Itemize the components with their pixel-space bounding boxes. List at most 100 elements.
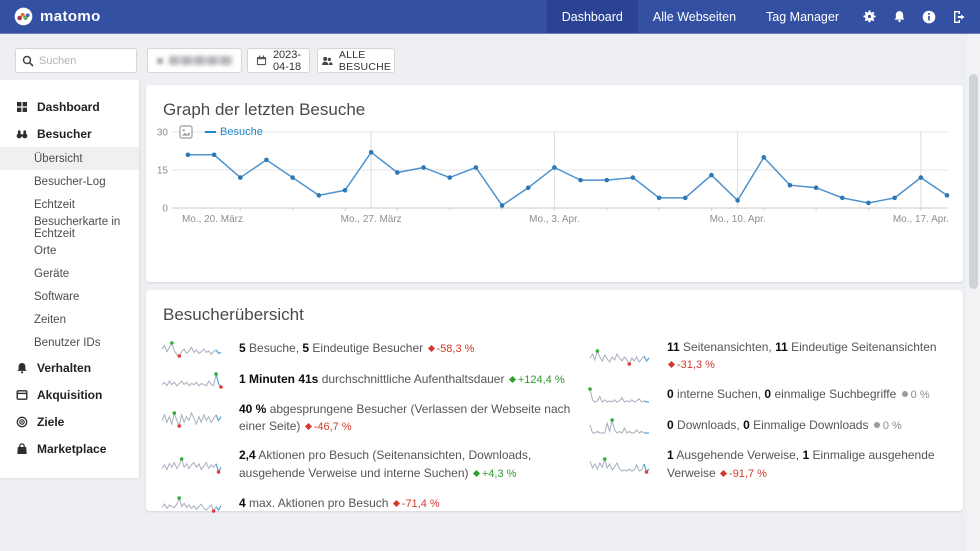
scrollbar-thumb[interactable] <box>969 74 978 289</box>
sidebar-item-verhalten[interactable]: Verhalten <box>0 354 139 381</box>
matomo-logo-icon <box>14 7 33 26</box>
sidebar-item-benutzer-ids[interactable]: Benutzer IDs <box>0 331 139 354</box>
sidebar-item-ziele[interactable]: Ziele <box>0 408 139 435</box>
chart-legend: Besuche <box>179 125 263 139</box>
sidebar-item-label: Ziele <box>37 414 65 429</box>
overview-card-title: Besucherübersicht <box>163 305 304 324</box>
graph-card: Graph der letzten Besuche Besuche 0 15 30 M… <box>146 85 963 282</box>
nav-tab-dashboard[interactable]: Dashboard <box>546 0 638 33</box>
logout-icon[interactable] <box>944 0 974 33</box>
sidebar-item-besucher-log[interactable]: Besucher-Log <box>0 170 139 193</box>
evolution-badge: -58,3 % <box>427 343 474 355</box>
sidebar-item-orte[interactable]: Orte <box>0 239 139 262</box>
brand-name: matomo <box>40 8 101 25</box>
sidebar-item-besucher[interactable]: Besucher <box>0 120 139 147</box>
evolution-badge: +124,4 % <box>508 374 565 386</box>
visits-evolution-chart[interactable]: 0 15 30 Mo., 20. März Mo., 27. März Mo., 3. A… <box>154 124 953 227</box>
info-icon[interactable] <box>914 0 944 33</box>
sidebar-item-label: Orte <box>34 244 57 257</box>
evolution-icon <box>719 469 728 477</box>
overview-left-column: 5 Besuche, 5 Eindeutige Besucher -58,3 %… <box>160 339 578 525</box>
sidebar-item-echtzeit[interactable]: Echtzeit <box>0 193 139 216</box>
overview-metric-row[interactable]: 5 Besuche, 5 Eindeutige Besucher -58,3 % <box>160 339 578 359</box>
overview-metric-row[interactable]: 1 Minuten 41s durchschnittliche Aufentha… <box>160 370 578 390</box>
metric-text: 2,4 Aktionen pro Besuch (Seitenansichten… <box>239 448 532 480</box>
top-navbar: matomo Dashboard Alle Webseiten Tag Mana… <box>0 0 980 34</box>
overview-metric-row[interactable]: 11 Seitenansichten, 11 Eindeutige Seiten… <box>588 339 949 374</box>
sidebar-item-zeiten[interactable]: Zeiten <box>0 308 139 331</box>
sidebar-item-label: Software <box>34 290 80 303</box>
site-selector-button[interactable] <box>147 48 242 73</box>
sidebar-item-dashboard[interactable]: Dashboard <box>0 93 139 120</box>
svg-text:Mo., 17. Apr.: Mo., 17. Apr. <box>893 214 949 225</box>
sparkline <box>161 457 222 474</box>
evolution-icon <box>304 423 312 431</box>
evolution-badge: 0 % <box>872 420 902 432</box>
sparkline <box>588 387 649 404</box>
segment-selector-button[interactable]: ALLE BESUCHE <box>317 48 395 73</box>
evolution-icon <box>901 391 908 398</box>
sidebar-item-software[interactable]: Software <box>0 285 139 308</box>
sidebar-item-label: Verhalten <box>37 360 92 375</box>
sparkline <box>161 341 222 358</box>
legend-series-besuche[interactable]: Besuche <box>205 126 263 138</box>
scrollbar-track[interactable] <box>967 34 980 551</box>
left-sidebar: Dashboard Besucher Übersicht Besucher-Lo… <box>0 80 140 478</box>
nav-tab-label: Alle Webseiten <box>652 9 737 24</box>
sidebar-item-akquisition[interactable]: Akquisition <box>0 381 139 408</box>
sidebar-item-marketplace[interactable]: Marketplace <box>0 435 139 462</box>
sidebar-item-label: Zeiten <box>34 313 66 326</box>
evolution-badge: -71,4 % <box>392 498 440 510</box>
visitors-icon <box>16 128 28 140</box>
sidebar-item-label: Übersicht <box>34 152 83 165</box>
overview-metric-row[interactable]: 40 % abgesprungene Besucher (Verlassen d… <box>160 401 578 436</box>
sidebar-item-besucherkarte[interactable]: Besucherkarte in Echtzeit <box>0 216 139 240</box>
overview-right-column: 11 Seitenansichten, 11 Eindeutige Seiten… <box>588 339 949 525</box>
overview-grid: 5 Besuche, 5 Eindeutige Besucher -58,3 %… <box>146 325 963 525</box>
overview-metric-row[interactable]: 0 interne Suchen, 0 einmalige Suchbegrif… <box>588 385 949 405</box>
alerts-icon[interactable] <box>884 0 914 33</box>
evolution-icon <box>667 361 676 369</box>
metric-text: 0 Downloads, 0 Einmalige Downloads 0 % <box>667 418 902 433</box>
sidebar-item-uebersicht[interactable]: Übersicht <box>0 147 139 170</box>
sparkline <box>589 457 650 474</box>
sparkline <box>161 410 222 428</box>
evolution-badge: +4,3 % <box>472 468 516 480</box>
sidebar-item-label: Besucher-Log <box>34 175 106 188</box>
sidebar-item-label: Akquisition <box>37 387 103 402</box>
search-box <box>15 48 137 73</box>
sparkline <box>161 495 222 513</box>
date-label: 2023-04-18 <box>272 48 302 73</box>
overview-metric-row[interactable]: 1 Ausgehende Verweise, 1 Einmalige ausge… <box>588 447 949 482</box>
metric-text: 4 max. Aktionen pro Besuch -71,4 % <box>239 495 440 510</box>
sidebar-item-label: Marketplace <box>37 441 107 456</box>
evolution-icon <box>472 469 480 477</box>
overview-metric-row[interactable]: 4 max. Aktionen pro Besuch -71,4 % <box>160 494 578 514</box>
nav-tab-label: Tag Manager <box>766 9 839 24</box>
nav-tab-tag-manager[interactable]: Tag Manager <box>751 0 854 33</box>
overview-metric-row[interactable]: 2,4 Aktionen pro Besuch (Seitenansichten… <box>160 447 578 482</box>
visitor-overview-card: Besucherübersicht 5 Besuche, 5 Eindeutig… <box>146 290 963 513</box>
settings-icon[interactable] <box>854 0 884 33</box>
overview-metric-row[interactable]: 0 Downloads, 0 Einmalige Downloads 0 % <box>588 416 949 436</box>
sidebar-item-label: Benutzer IDs <box>34 336 101 349</box>
matomo-logo[interactable]: matomo <box>0 0 115 33</box>
svg-text:Mo., 20. März: Mo., 20. März <box>182 214 243 225</box>
sparkline <box>589 418 649 435</box>
export-image-icon[interactable] <box>179 125 193 139</box>
svg-text:Mo., 3. Apr.: Mo., 3. Apr. <box>529 214 579 225</box>
sidebar-item-label: Dashboard <box>37 99 100 114</box>
evolution-badge: -31,3 % <box>667 359 715 371</box>
date-picker-button[interactable]: 2023-04-18 <box>247 48 310 73</box>
svg-text:0: 0 <box>162 203 168 214</box>
nav-tab-alle-webseiten[interactable]: Alle Webseiten <box>638 0 751 33</box>
search-input[interactable] <box>39 54 124 67</box>
sidebar-item-label: Besucher <box>37 126 92 141</box>
sparkline <box>161 372 223 389</box>
evolution-badge: 0 % <box>900 389 930 401</box>
sparkline <box>589 348 650 366</box>
graph-card-title: Graph der letzten Besuche <box>163 100 366 119</box>
sidebar-item-geraete[interactable]: Geräte <box>0 262 139 285</box>
evolution-icon <box>873 422 880 429</box>
